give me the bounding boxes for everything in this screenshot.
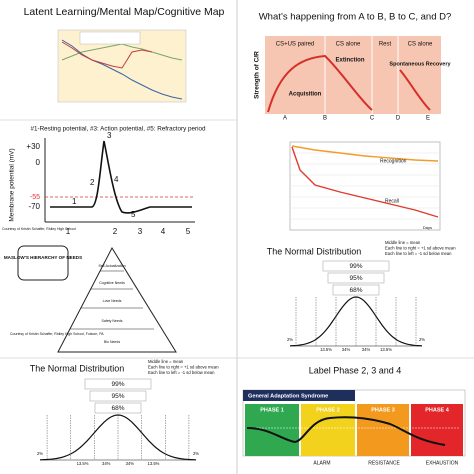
axis-label: Strength of C/R	[254, 51, 261, 99]
line-label: Recall	[385, 198, 399, 204]
phase: CS alone	[336, 42, 361, 48]
phase: PHASE 1	[260, 407, 284, 413]
credit: Courtesy of Kristin Schaffer, Ridley Hig…	[2, 227, 76, 231]
stage: RESISTANCE	[368, 460, 400, 466]
area-label: 34%	[102, 461, 111, 466]
point: B	[323, 116, 327, 122]
caption: #1-Resting potential, #3: Action potenti…	[30, 126, 206, 133]
x-tick: 4	[161, 227, 166, 236]
slide-title: Latent Learning/Mental Map/Cognitive Map	[24, 6, 225, 18]
line-label: Recognition	[380, 158, 407, 164]
band-label: 68%	[349, 287, 362, 294]
area-label: 34%	[126, 461, 135, 466]
point-label: 3	[107, 131, 112, 140]
label: Extinction	[335, 58, 364, 64]
gas-diagram	[242, 389, 466, 457]
y-tick: -55	[30, 194, 40, 201]
phase: CS alone	[408, 42, 433, 48]
phase: CS+US paired	[276, 42, 315, 48]
slide-title: The Normal Distribution	[267, 246, 362, 256]
forgetting-graph	[289, 141, 441, 231]
stage: ALARM	[313, 460, 330, 466]
band-label: 68%	[111, 405, 124, 412]
note: Each line to left = -1 sd below mean	[385, 251, 452, 256]
band-label: 99%	[111, 381, 124, 388]
slide-title: What’s happening from A to B, B to C, an…	[259, 12, 452, 23]
x-tick: 5	[186, 227, 191, 236]
band	[322, 260, 390, 272]
area-label: 2%	[37, 451, 43, 456]
area-label: 13.5%	[77, 461, 89, 466]
point: A	[283, 116, 287, 122]
point: C	[370, 116, 375, 122]
axis-label: Days	[423, 225, 432, 230]
point-label: 4	[114, 175, 119, 184]
maslow-title: MASLOW'S HIERARCHY OF NEEDS	[4, 255, 82, 260]
x-tick: 2	[113, 227, 118, 236]
band	[89, 390, 147, 402]
gas-header: General Adaptation Syndrome	[248, 393, 328, 399]
area-label: 34%	[362, 347, 371, 352]
latent-chart	[57, 29, 187, 103]
x-tick: 1	[66, 227, 71, 236]
x-tick: 3	[138, 227, 143, 236]
phase: PHASE 2	[316, 407, 340, 413]
area-label: 2%	[193, 451, 199, 456]
area-label: 13.5%	[320, 347, 332, 352]
note: Each line to right = +1 sd above mean	[385, 246, 456, 251]
band	[332, 284, 380, 296]
area-label: 13.5%	[380, 347, 392, 352]
slide-title: The Normal Distribution	[30, 363, 125, 373]
level: Self-Actualization	[98, 264, 125, 268]
level: Bio Needs	[104, 340, 120, 344]
label: Spontaneous Recovery	[389, 61, 451, 67]
label: Acquisition	[289, 92, 322, 98]
conditioning-graph	[265, 36, 441, 114]
slide-title: Label Phase 2, 3 and 4	[309, 365, 402, 375]
y-tick: 0	[36, 158, 41, 167]
area-label: 2%	[287, 337, 293, 342]
note: Middle line = mean	[148, 359, 184, 364]
credit: Courtesy of Kristin Schaffer, Ridley Hig…	[10, 332, 104, 336]
phase: Rest	[379, 42, 392, 48]
level: Cognitive Needs	[99, 281, 125, 285]
area-label: 13.5%	[148, 461, 160, 466]
point-label: 1	[72, 197, 77, 206]
note: Each line to right = +1 sd above mean	[148, 365, 219, 370]
note: Each line to left = -1 sd below mean	[148, 370, 215, 375]
level: Love Needs	[103, 299, 122, 303]
area-label: 34%	[342, 347, 351, 352]
point-label: 2	[90, 178, 95, 187]
band	[327, 272, 385, 284]
axis-label: Membrane potential (mV)	[9, 148, 16, 221]
neuron-graph	[44, 138, 195, 223]
stage: EXHAUSTION	[426, 460, 459, 466]
band	[84, 378, 152, 390]
band-label: 99%	[349, 263, 362, 270]
point: D	[396, 116, 401, 122]
band-label: 95%	[349, 275, 362, 282]
area-label: 2%	[419, 337, 425, 342]
phase: PHASE 3	[371, 407, 395, 413]
level: Safety Needs	[101, 319, 122, 323]
band-label: 95%	[111, 393, 124, 400]
y-tick: -70	[28, 202, 40, 211]
pyramid	[17, 245, 177, 353]
point: E	[426, 116, 430, 122]
y-tick: +30	[26, 142, 40, 151]
note: Middle line = mean	[385, 240, 421, 245]
band	[94, 402, 142, 414]
point-label: 5	[131, 210, 136, 219]
phase: PHASE 4	[425, 407, 449, 413]
